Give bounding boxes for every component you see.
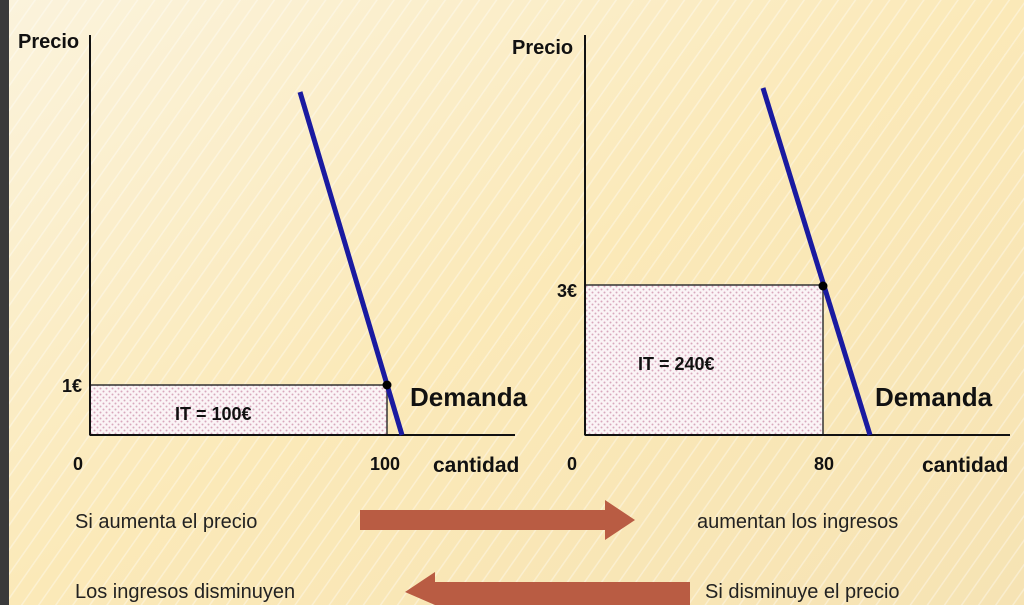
quantity-label: 80 <box>814 454 834 474</box>
demand-curve <box>760 87 873 436</box>
point <box>382 380 392 390</box>
point <box>818 281 828 291</box>
statement-right: Si disminuye el precio <box>705 581 900 603</box>
curve-label: Demanda <box>410 382 528 412</box>
price-label: 3€ <box>557 281 577 301</box>
origin-label: 0 <box>73 454 83 474</box>
demand-curve <box>297 91 405 436</box>
statement-left: Si aumenta el precio <box>75 511 257 533</box>
curve-label: Demanda <box>875 382 993 412</box>
panel-left: Precio 1€ IT = 100€ Demanda 0 100 cantid… <box>18 31 528 477</box>
left-border <box>0 0 9 605</box>
arrow-right <box>360 500 635 540</box>
origin-label: 0 <box>567 454 577 474</box>
price-label: 1€ <box>62 376 82 396</box>
x-label: cantidad <box>922 454 1008 477</box>
revenue-label: IT = 100€ <box>175 404 252 424</box>
revenue-area <box>584 284 824 436</box>
x-label: cantidad <box>433 454 519 477</box>
statement-right: aumentan los ingresos <box>697 511 898 533</box>
statement-left: Los ingresos disminuyen <box>75 581 295 603</box>
y-label: Precio <box>18 31 79 53</box>
quantity-label: 100 <box>370 454 400 474</box>
y-label: Precio <box>512 37 573 59</box>
arrow-left <box>405 572 690 605</box>
panel-right: Precio 3€ IT = 240€ Demanda 0 80 cantida… <box>512 35 1010 477</box>
revenue-label: IT = 240€ <box>638 354 715 374</box>
